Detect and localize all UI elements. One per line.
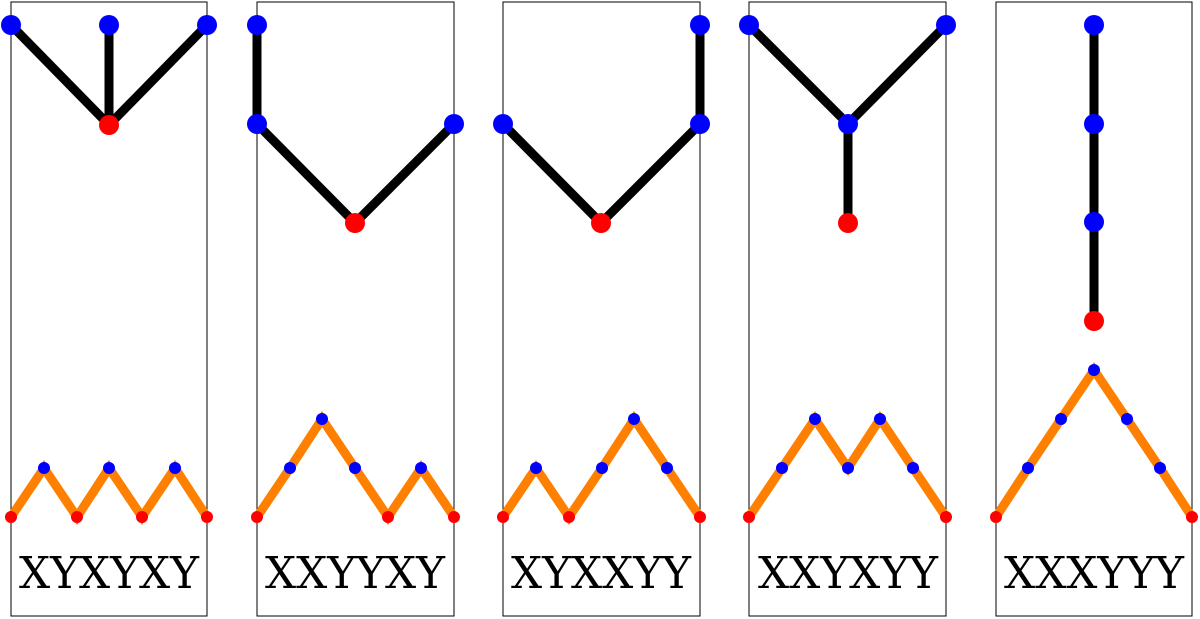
tree-node-blue [444, 114, 464, 134]
tree [1, 15, 217, 135]
path-node-red [201, 511, 213, 523]
panel-frame [502, 1, 701, 617]
tree-edge [499, 120, 605, 227]
tree-root-red [838, 213, 858, 233]
tree-root-red [591, 213, 611, 233]
path-node-blue [1154, 462, 1166, 474]
lattice-path [990, 361, 1198, 523]
tree-node-blue [1, 15, 21, 35]
word-label: XXXYYY [1004, 548, 1185, 599]
tree-node-blue [99, 15, 119, 35]
path-node-red [694, 511, 706, 523]
word-label: XYXYXY [19, 548, 200, 599]
path-node-red [563, 511, 575, 523]
tree-edge [844, 21, 950, 128]
tree-node-blue [247, 15, 267, 35]
path-node-red [743, 511, 755, 523]
lattice-path [497, 410, 706, 526]
path-line [7, 459, 211, 526]
tree-root-red [1084, 311, 1104, 331]
path-node-blue [661, 462, 673, 474]
tree-edge [105, 21, 211, 129]
tree-node-blue [493, 114, 513, 134]
path-node-blue [1088, 364, 1100, 376]
tree-node-blue [1084, 212, 1104, 232]
tree-node-blue [1084, 114, 1104, 134]
path-node-red [136, 511, 148, 523]
panel-frame [10, 1, 208, 617]
path-node-blue [349, 462, 361, 474]
panel-4: XXYXYY [739, 1, 956, 617]
tree [493, 15, 710, 233]
path-node-blue [1055, 413, 1067, 425]
tree-edge [253, 120, 359, 227]
path-node-red [1186, 511, 1198, 523]
path-line [992, 361, 1196, 520]
panel-2: XXYYXY [247, 1, 464, 617]
panel-frame [256, 1, 455, 617]
tree-edge [597, 120, 704, 227]
path-node-red [940, 511, 952, 523]
path-node-red [5, 511, 17, 523]
path-node-blue [776, 462, 788, 474]
path-node-red [448, 511, 460, 523]
tree [1084, 15, 1104, 331]
path-node-blue [415, 462, 427, 474]
path-node-blue [38, 462, 50, 474]
path-node-blue [103, 462, 115, 474]
word-label: XYXXYY [511, 548, 692, 599]
path-node-red [251, 511, 263, 523]
path-node-red [990, 511, 1002, 523]
path-node-blue [907, 462, 919, 474]
tree-edge [351, 120, 458, 227]
tree-node-blue [838, 114, 858, 134]
tree-node-blue [690, 15, 710, 35]
path-node-red [71, 511, 83, 523]
lattice-path [251, 410, 460, 526]
tree [739, 15, 956, 233]
path-node-blue [530, 462, 542, 474]
tree-node-blue [247, 114, 267, 134]
path-node-blue [842, 462, 854, 474]
panel-5: XXXYYY [990, 1, 1198, 617]
tree-node-blue [690, 114, 710, 134]
path-node-blue [809, 413, 821, 425]
tree-root-red [345, 213, 365, 233]
panel-frame [995, 1, 1193, 617]
path-node-blue [1121, 413, 1133, 425]
path-node-blue [874, 413, 886, 425]
tree [247, 15, 464, 233]
panel-3: XYXXYY [493, 1, 710, 617]
panel-1: XYXYXY [1, 1, 217, 617]
path-node-red [497, 511, 509, 523]
tree-node-blue [197, 15, 217, 35]
path-node-blue [169, 462, 181, 474]
panel-frame [748, 1, 947, 617]
path-node-red [382, 511, 394, 523]
lattice-path [5, 459, 213, 526]
path-node-blue [316, 413, 328, 425]
path-node-blue [596, 462, 608, 474]
tree-edge [745, 21, 852, 128]
path-node-blue [1022, 462, 1034, 474]
tree-root-red [99, 115, 119, 135]
tree-node-blue [739, 15, 759, 35]
tree-edge [7, 21, 113, 129]
path-node-blue [628, 413, 640, 425]
word-label: XXYXYY [758, 548, 939, 599]
word-label: XXYYXY [265, 548, 446, 599]
tree-node-blue [1084, 15, 1104, 35]
path-node-blue [284, 462, 296, 474]
tree-node-blue [936, 15, 956, 35]
lattice-path [743, 410, 952, 523]
